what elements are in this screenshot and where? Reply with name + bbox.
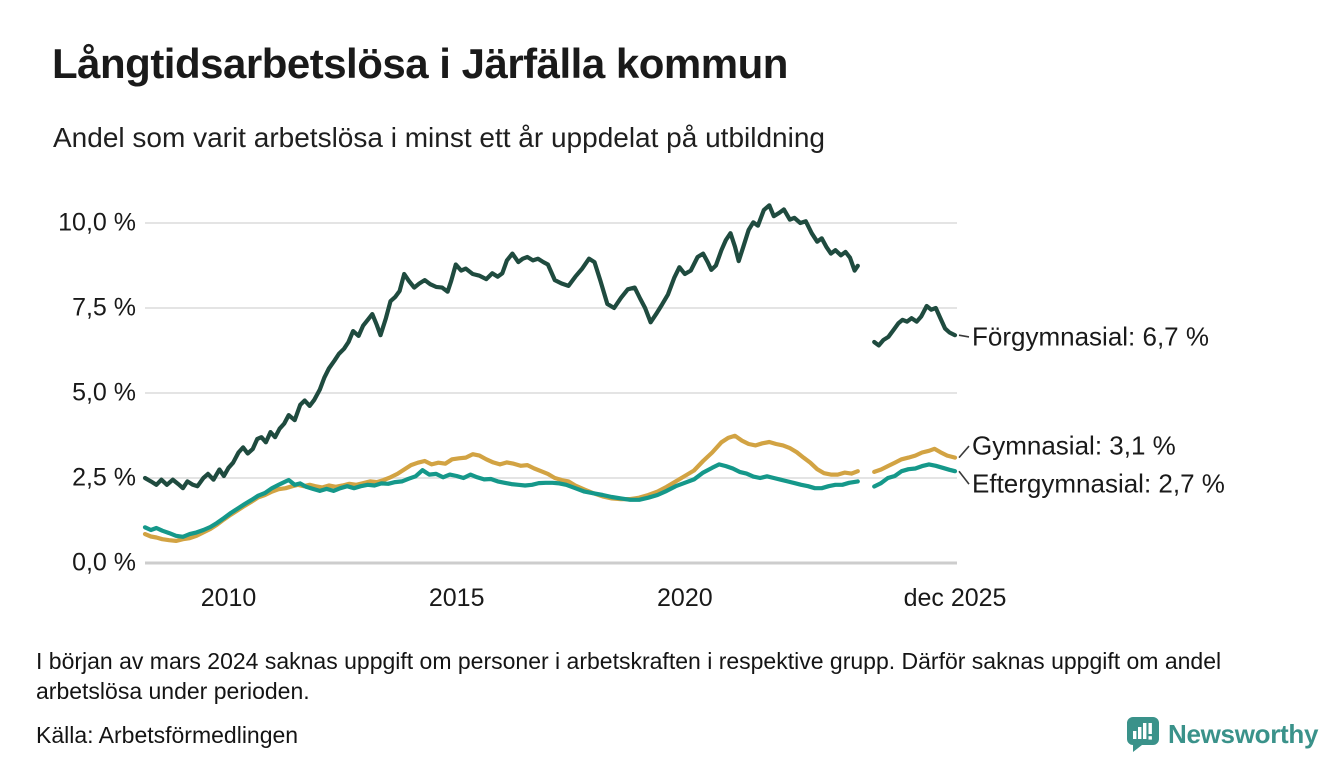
series-line-eftergymnasial xyxy=(142,462,860,539)
source-label: Källa: Arbetsförmedlingen xyxy=(36,722,299,748)
y-tick-label: 7,5 % xyxy=(72,293,136,322)
y-tick-label: 5,0 % xyxy=(72,378,136,407)
x-tick-label: 2010 xyxy=(200,584,257,612)
series-end-label-gymnasial: Gymnasial: 3,1 % xyxy=(972,430,1176,461)
series-line-förgymnasial xyxy=(142,203,860,491)
newsworthy-icon xyxy=(1127,717,1159,752)
series-line-eftergymnasial xyxy=(872,462,958,489)
x-tick-label: 2020 xyxy=(657,584,713,612)
label-connector xyxy=(958,470,970,485)
page-subtitle: Andel som varit arbetslösa i minst ett å… xyxy=(53,122,825,153)
x-tick-label: dec 2025 xyxy=(903,584,1007,612)
newsworthy-logo[interactable]: Newsworthy xyxy=(1126,716,1318,752)
series-end-label-eftergymnasial: Eftergymnasial: 2,7 % xyxy=(972,468,1225,499)
series-end-label-förgymnasial: Förgymnasial: 6,7 % xyxy=(972,321,1209,352)
y-tick-label: 2,5 % xyxy=(72,463,136,492)
y-tick-label: 10,0 % xyxy=(58,208,136,237)
label-connector xyxy=(958,445,970,459)
label-connector xyxy=(958,334,970,338)
series-line-förgymnasial xyxy=(872,303,958,348)
x-tick-label: 2015 xyxy=(428,584,485,612)
series-line-gymnasial xyxy=(872,446,958,474)
y-tick-label: 0,0 % xyxy=(72,548,136,577)
page-title: Långtidsarbetslösa i Järfälla kommun xyxy=(52,40,788,87)
newsworthy-wordmark: Newsworthy xyxy=(1168,718,1319,749)
chart-footnote: I början av mars 2024 saknas uppgift om … xyxy=(36,648,1222,705)
